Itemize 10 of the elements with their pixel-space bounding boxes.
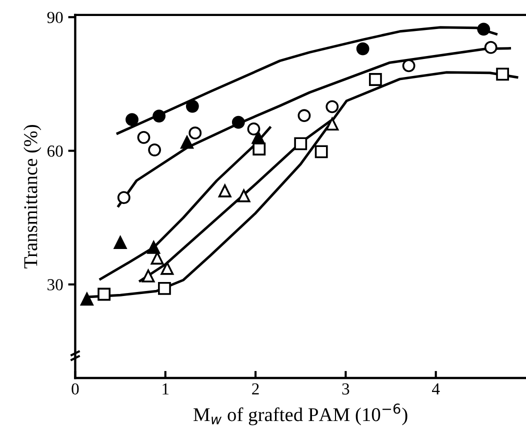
y-tick-label: 60 (47, 145, 63, 157)
y-tick-label: 30 (48, 279, 63, 290)
x-axis-title: M$_{w}$ of grafted PAM (10$^{−6}$) (194, 404, 408, 426)
y-tick-label: 90 (47, 12, 63, 24)
x-tick-label: 3 (342, 383, 350, 395)
y-axis-title: Transmittance (%) (24, 125, 42, 268)
x-tick-label: 0 (72, 383, 79, 395)
x-tick-label: 2 (252, 383, 259, 394)
x-tick-label: 1 (162, 383, 169, 394)
x-tick-label: 4 (432, 383, 440, 394)
